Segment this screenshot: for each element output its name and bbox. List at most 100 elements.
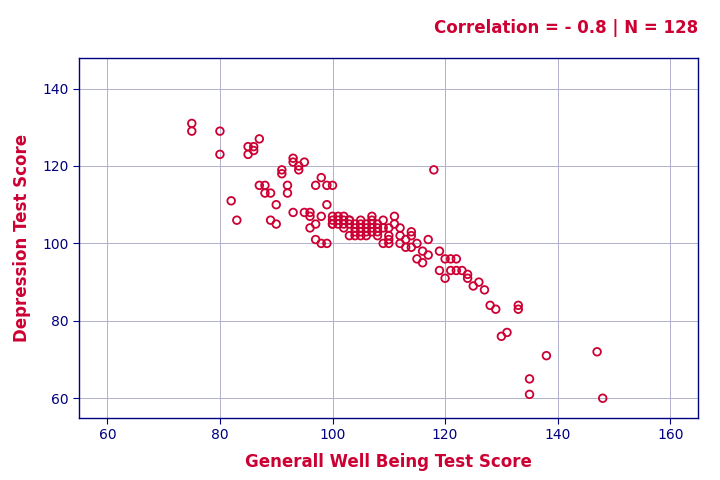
Text: Correlation = - 0.8 | N = 128: Correlation = - 0.8 | N = 128 [434,19,698,37]
Point [423,251,434,259]
Point [276,166,287,174]
Point [405,232,417,240]
Point [377,240,389,247]
Point [439,275,451,282]
Point [315,213,327,220]
Point [321,240,333,247]
Point [377,216,389,224]
Point [271,220,282,228]
Point [327,216,338,224]
Point [248,143,259,150]
Point [231,216,243,224]
Point [513,305,524,313]
Point [259,189,271,197]
Point [433,267,445,275]
Point [310,220,321,228]
Point [597,395,608,402]
Point [389,220,400,228]
Point [417,247,428,255]
Point [243,143,254,150]
Point [305,209,316,216]
Point [417,259,428,266]
Point [271,201,282,208]
Point [349,228,361,236]
Point [377,224,389,232]
Point [451,255,462,263]
Point [321,201,333,208]
Point [287,209,299,216]
Point [343,216,355,224]
Point [366,213,378,220]
Point [265,216,276,224]
Point [243,151,254,158]
Point [293,162,305,170]
Point [253,135,265,143]
Point [355,224,366,232]
Point [366,228,378,236]
Point [186,127,197,135]
Point [361,228,372,236]
Point [383,232,395,240]
Point [355,232,366,240]
Point [287,158,299,166]
Point [366,224,378,232]
Point [523,391,535,398]
Point [343,232,355,240]
Point [355,216,366,224]
Point [265,189,276,197]
Point [445,255,456,263]
Point [523,375,535,383]
Point [383,240,395,247]
Point [490,305,502,313]
Point [321,181,333,189]
Point [355,220,366,228]
Point [372,224,383,232]
Point [411,255,423,263]
Point [513,301,524,309]
Point [361,220,372,228]
Point [338,216,349,224]
Point [372,232,383,240]
Point [383,236,395,243]
Point [479,286,490,294]
Point [333,220,344,228]
Y-axis label: Depression Test Score: Depression Test Score [13,133,31,342]
Point [248,147,259,155]
Point [495,333,507,340]
Point [405,243,417,251]
Point [395,232,406,240]
Point [214,127,225,135]
Point [327,220,338,228]
Point [383,224,395,232]
Point [501,329,513,336]
Point [456,267,468,275]
Point [485,301,496,309]
Point [372,228,383,236]
Point [338,220,349,228]
Point [541,352,552,360]
Point [282,181,293,189]
Point [591,348,603,356]
Point [395,240,406,247]
Point [411,240,423,247]
Point [343,216,355,224]
Point [338,213,349,220]
Point [439,255,451,263]
Point [355,228,366,236]
Point [349,220,361,228]
Point [186,120,197,127]
Point [333,216,344,224]
Point [214,151,225,158]
Point [225,197,237,204]
Point [395,224,406,232]
Point [405,228,417,236]
Point [282,189,293,197]
Point [327,181,338,189]
Point [287,155,299,162]
Point [310,236,321,243]
Point [423,236,434,243]
Point [349,232,361,240]
Point [467,282,479,290]
Point [327,220,338,228]
Point [433,247,445,255]
